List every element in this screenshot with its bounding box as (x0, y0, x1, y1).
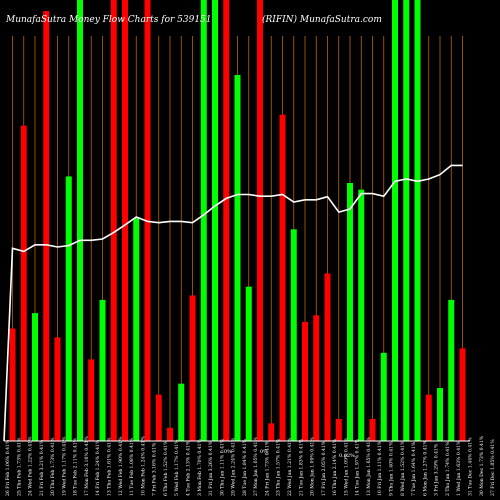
bar (212, 0, 218, 441)
bar (223, 0, 230, 441)
x-tick-label: 16 Thu Jan 2.14% 0.41% (332, 438, 338, 496)
bar (380, 352, 387, 441)
bar (43, 11, 50, 442)
x-tick-label: 30 Thu Jan 1.11% 0.41% (219, 438, 225, 496)
bar (335, 418, 342, 441)
x-tick-label: 31 Tue Dec 1.44% 0.41% (467, 437, 473, 496)
bar (9, 328, 16, 441)
bar (459, 348, 466, 441)
bar (257, 0, 263, 441)
x-tick-label: 10 Mon Feb 1.24% 0.41% (140, 435, 146, 496)
x-tick-label: 21 Fri Feb 3.21% 0.41% (39, 439, 45, 496)
x-tick-label: 6 Thu Feb 1.52% 0.41% (163, 440, 169, 496)
bar (189, 295, 196, 441)
x-tick-label: 12 Wed Feb 1.90% 0.41% (118, 436, 124, 496)
x-tick-label: 27 Mon Jan 1.05% 0.41% (253, 437, 259, 496)
bar (155, 394, 162, 441)
x-tick-label: 15 Wed Jan 1.09% 0.41% (343, 437, 349, 496)
x-tick-label: 2 Thu Jan 1.74% 0.41% (445, 441, 451, 496)
bar (99, 299, 106, 441)
x-tick-label: 10 Fri Jan 1.11% 0.41% (377, 440, 383, 496)
x-tick-label: 25 Thu Feb 1.73% 0.41% (16, 437, 22, 496)
x-tick-label: 17 Mon Feb 3.16% 0.41% (84, 435, 90, 496)
x-tick-label: 19 Wed Feb 1.17% 0.41% (61, 436, 67, 496)
bar (133, 218, 140, 441)
bar (448, 299, 455, 441)
bar-series (9, 0, 466, 442)
bar (392, 0, 398, 441)
x-tick-label: 22 Wed Jan 1.21% 0.41% (287, 437, 293, 496)
x-tick-label: 24 Fri Jan 1.73% 0.41% (264, 440, 270, 496)
x-tick-label: 26 Fri Feb 1.06% 0.41% (5, 439, 11, 496)
bar (358, 189, 365, 441)
x-tick-label: 11 Tue Feb 1.08% 0.41% (129, 437, 135, 496)
bar (200, 0, 207, 441)
x-tick-label: 21 Tue Jan 1.83% 0.41% (298, 438, 304, 496)
x-tick-label: 1 Wed Jan 1.63% 0.41% (456, 440, 462, 496)
x-tick-label: 31 Fri Jan 3.26% 0.41% (208, 440, 214, 496)
x-tick-label: 9 Thu Jan 1.40% 0.41% (389, 441, 395, 496)
x-tick-label: 20 Thu Feb 1.73% 0.41% (50, 437, 56, 496)
x-tick-label: 30 Mon Dec 1.73% 0.41% (479, 435, 485, 496)
x-axis-labels: 26 Fri Feb 1.06% 0.41% 25 Thu Feb 1.73% 0… (5, 435, 496, 496)
x-tick-label: 7 Tue Jan 1.64% 0.41% (411, 441, 417, 496)
middle-mark: 0% (260, 449, 268, 455)
x-tick-label: 14 Fri Feb 1.24% 0.41% (95, 439, 101, 496)
x-tick-label: 18 Tue Feb 2.11% 0.41% (73, 437, 79, 496)
bar (110, 0, 117, 441)
bar (268, 423, 275, 441)
x-tick-label: 17 Fri Jan 2.05% 0.41% (321, 440, 327, 496)
bar (167, 427, 173, 441)
bar (324, 273, 331, 441)
middle-mark: 0% (224, 449, 232, 455)
bar (347, 183, 353, 441)
x-tick-label: 27 Fri Dec 1.85% 0.41% (490, 439, 496, 496)
x-tick-label: 3 Mon Feb 1.70% 0.41% (197, 438, 203, 496)
x-tick-label: 29 Wed Jan 2.24% 0.41% (231, 437, 237, 496)
x-tick-label: 13 Thu Feb 1.61% 0.41% (107, 437, 113, 496)
x-tick-label: 13 Mon Jan 1.65% 0.41% (366, 437, 372, 496)
header-right: (RIFIN) MunafaSutra.com (262, 14, 382, 25)
bar (88, 359, 95, 441)
middle-marks: 0% 0% 0.02% (224, 449, 355, 459)
bar (122, 0, 128, 441)
bar (279, 114, 286, 441)
x-tick-label: 24 Wed Feb 1.22% 0.41% (28, 436, 34, 496)
bar (369, 418, 376, 441)
x-tick-label: 14 Tue Jan 1.97% 0.41% (355, 438, 361, 496)
x-tick-label: 6 Mon Jan 1.27% 0.41% (422, 439, 428, 496)
trend-line (3, 164, 463, 442)
bar (77, 0, 83, 441)
bar (178, 383, 185, 441)
bar (144, 0, 151, 441)
x-tick-label: 5 Wed Feb 1.17% 0.41% (174, 439, 180, 496)
x-tick-label: 8 Wed Jan 1.52% 0.41% (400, 440, 406, 496)
x-tick-label: 28 Tue Jan 1.84% 0.41% (242, 438, 248, 496)
bar (245, 286, 252, 441)
x-tick-label: 3 Fri Jan 3.29% 0.41% (434, 443, 440, 496)
bar (403, 0, 410, 441)
bar (313, 315, 320, 441)
bar (414, 0, 421, 441)
bar (290, 229, 297, 441)
bar (234, 74, 241, 441)
bar (20, 125, 27, 441)
x-tick-label: 7 Fri Feb 3.16% 0.41% (152, 442, 158, 496)
bar (54, 337, 61, 441)
bar (65, 176, 72, 441)
x-tick-label: 4 Tue Feb 2.13% 0.41% (185, 440, 191, 496)
x-tick-label: 23 Thu Jan 1.57% 0.41% (276, 438, 282, 496)
bar (302, 321, 308, 441)
bar (425, 394, 432, 441)
middle-mark: 0.02% (339, 453, 355, 459)
bar (32, 313, 38, 441)
x-tick-label: 20 Mon Jan 1.09% 0.41% (310, 437, 316, 496)
header-left: MunafaSutra Money Flow Charts for 539151 (5, 15, 212, 25)
bar (437, 388, 443, 441)
